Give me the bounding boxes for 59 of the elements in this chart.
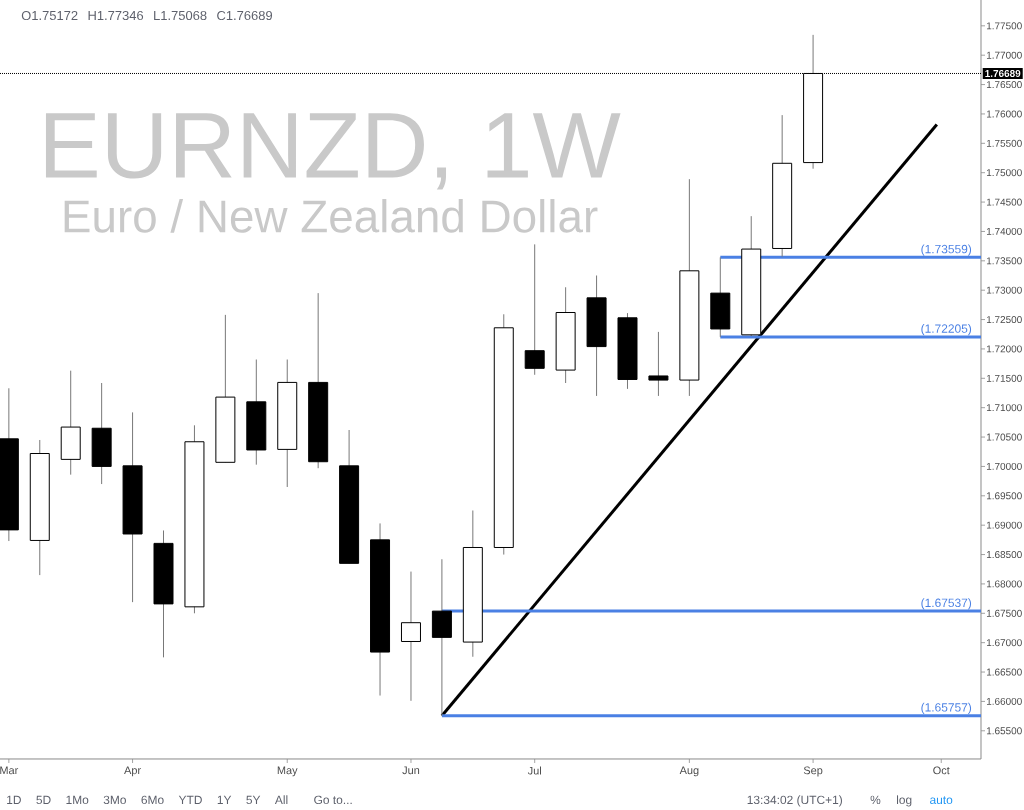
y-tick-label: 1.69500 — [986, 492, 1022, 500]
series-label: (1.67537) — [921, 598, 972, 610]
y-tick-label: 1.72000 — [986, 345, 1022, 353]
y-tick-label: 1.67000 — [986, 639, 1022, 647]
y-tick-label: 1.77000 — [986, 51, 1022, 59]
y-tick-label: 1.74000 — [986, 227, 1022, 235]
y-tick-label: 1.67500 — [986, 609, 1022, 617]
text: 1D — [7, 795, 21, 804]
y-tick-label: 1.66500 — [986, 668, 1022, 676]
y-tick-label: 1.73000 — [986, 286, 1022, 294]
series-label: (1.72205) — [921, 324, 972, 336]
y-tick-label: 1.76000 — [986, 110, 1022, 118]
text: log — [897, 795, 912, 807]
text: auto — [930, 796, 953, 805]
x-tick-label: Oct — [933, 766, 950, 775]
text: 13:34:02 (UTC+1) — [747, 795, 842, 807]
annotation: O1.75172 — [21, 10, 78, 21]
y-tick-label: 1.75500 — [986, 139, 1022, 147]
text: All — [274, 795, 288, 804]
ref-line-label: 1.76689 — [985, 69, 1021, 77]
y-tick-label: 1.70500 — [986, 433, 1022, 441]
y-tick-label: 1.72500 — [986, 316, 1022, 324]
y-tick-label: 1.69000 — [986, 521, 1022, 529]
y-tick-label: 1.75000 — [986, 169, 1022, 177]
y-tick-label: 1.68500 — [986, 551, 1022, 559]
text: 1Mo — [66, 795, 89, 805]
y-tick-label: 1.73500 — [986, 257, 1022, 265]
y-tick-label: 1.65500 — [986, 727, 1022, 735]
text: YTD — [178, 795, 202, 804]
annotation: H1.77346 — [88, 10, 144, 21]
candlestick — [648, 331, 669, 397]
annotation: L1.75068 — [154, 10, 207, 21]
annotation: C1.76689 — [217, 10, 273, 21]
x-tick-label: Sep — [803, 766, 823, 777]
candlestick — [400, 571, 421, 702]
x-tick-label: Jul — [527, 766, 541, 775]
y-tick-label: 1.76500 — [986, 81, 1022, 89]
text: 5Y — [246, 795, 261, 805]
text: % — [870, 795, 881, 805]
text: 5D — [36, 795, 51, 805]
x-tick-label: Jun — [402, 766, 420, 775]
y-tick-label: 1.71000 — [986, 404, 1022, 412]
y-tick-label: 1.74500 — [986, 198, 1022, 206]
text: 1Y — [217, 795, 232, 804]
y-tick-label: 1.70000 — [986, 462, 1022, 470]
series-label: (1.65757) — [921, 702, 972, 714]
text: Go to... — [314, 795, 352, 805]
y-tick-label: 1.68000 — [986, 580, 1022, 588]
candlestick — [524, 243, 545, 376]
x-tick-label: May — [277, 766, 298, 777]
y-tick-label: 1.71500 — [986, 374, 1022, 382]
y-tick-label: 1.77500 — [986, 22, 1022, 30]
x-tick-label: Mar — [0, 766, 19, 775]
text: 6Mo — [141, 795, 164, 805]
text: 3Mo — [103, 795, 126, 805]
x-tick-label: Aug — [679, 766, 699, 777]
y-tick-label: 1.66000 — [986, 697, 1022, 705]
series-label: (1.73559) — [921, 244, 972, 256]
x-tick-label: Apr — [124, 766, 141, 777]
